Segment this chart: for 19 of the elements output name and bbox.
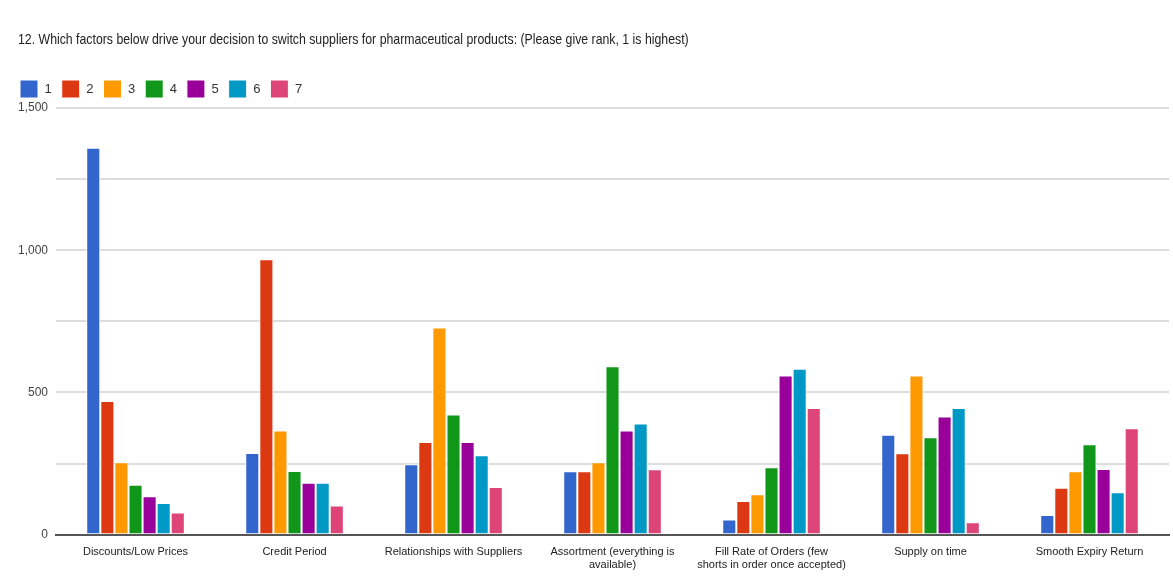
legend-label: 4 xyxy=(169,80,177,96)
x-tick-label: Assortment (everything is available) xyxy=(550,545,676,571)
legend-label: 3 xyxy=(127,80,136,96)
x-tick-label: Relationships with Suppliers xyxy=(384,545,523,558)
x-tick-label: Fill Rate of Orders (few shorts in order once accepted) xyxy=(697,545,846,571)
x-tick-label: Supply on time xyxy=(894,545,967,558)
x-tick-label: Smooth Expiry Return xyxy=(1035,545,1144,558)
x-tick-label: Discounts/Low Prices xyxy=(82,545,189,558)
legend-label: 5 xyxy=(211,80,219,96)
y-tick-label: 0 xyxy=(41,526,49,541)
legend-label: 6 xyxy=(253,80,261,96)
y-tick-label: 1,000 xyxy=(18,242,49,257)
legend-label: 2 xyxy=(86,80,94,96)
chart-title: 12. Which factors below drive your decision to switch suppliers for pharmaceutical products: (Please give rank, 1 is highest) xyxy=(18,30,689,47)
legend-label: 1 xyxy=(44,80,52,96)
x-tick-label: Credit Period xyxy=(262,545,327,558)
legend-label: 7 xyxy=(294,80,303,96)
y-tick-label: 500 xyxy=(28,384,49,399)
y-tick-label: 1,500 xyxy=(18,100,49,115)
